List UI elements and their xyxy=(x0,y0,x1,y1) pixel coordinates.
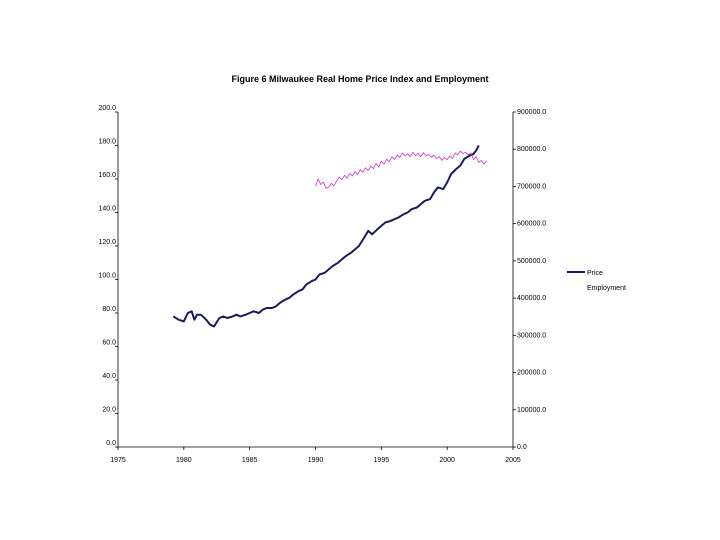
x-tick-label: 1980 xyxy=(176,457,192,464)
x-tick-label: 2000 xyxy=(439,457,455,464)
y-tick-label-left: 40.0 xyxy=(102,373,116,380)
y-tick-label-left: 180.0 xyxy=(98,139,116,146)
x-tick-label: 1990 xyxy=(308,457,324,464)
x-tick-label: 1995 xyxy=(374,457,390,464)
y-tick-label-left: 20.0 xyxy=(102,407,116,414)
legend-label-price: Price xyxy=(587,270,603,277)
series-group xyxy=(172,145,487,328)
axes: 0.0 20.0 40.0 60.0 80.0 100.0 120.0 140.0 160.0 1… xyxy=(98,105,546,464)
y-tick-label-left: 60.0 xyxy=(102,340,116,347)
y-tick-label-left: 160.0 xyxy=(98,172,116,179)
y-tick-label-right: 100000.0 xyxy=(517,407,546,414)
y-tick-label-right: 0.0 xyxy=(517,444,527,451)
y-tick-label-left: 100.0 xyxy=(98,273,116,280)
y-tick-label-right: 800000.0 xyxy=(517,146,546,153)
y-tick-label-right: 600000.0 xyxy=(517,221,546,228)
x-tick-label: 1975 xyxy=(110,457,126,464)
y-tick-label-right: 500000.0 xyxy=(517,258,546,265)
y-tick-label-right: 700000.0 xyxy=(517,183,546,190)
y-tick-label-left: 0.0 xyxy=(106,440,116,447)
x-tick-label: 2005 xyxy=(505,457,521,464)
series-line-price xyxy=(172,145,480,328)
legend-label-employment: Employment xyxy=(587,285,626,292)
y-tick-label-left: 120.0 xyxy=(98,239,116,246)
chart-title: Figure 6 Milwaukee Real Home Price Index… xyxy=(231,74,488,84)
y-tick-label-right: 300000.0 xyxy=(517,332,546,339)
y-tick-label-right: 200000.0 xyxy=(517,370,546,377)
legend: Price Employment xyxy=(567,270,626,292)
x-tick-label: 1985 xyxy=(242,457,258,464)
y-tick-label-right: 400000.0 xyxy=(517,295,546,302)
y-tick-label-left: 80.0 xyxy=(102,306,116,313)
y-tick-label-left: 200.0 xyxy=(98,105,116,112)
y-tick-label-right: 900000.0 xyxy=(517,109,546,116)
y-tick-label-left: 140.0 xyxy=(98,206,116,213)
series-line-employment xyxy=(315,150,487,189)
